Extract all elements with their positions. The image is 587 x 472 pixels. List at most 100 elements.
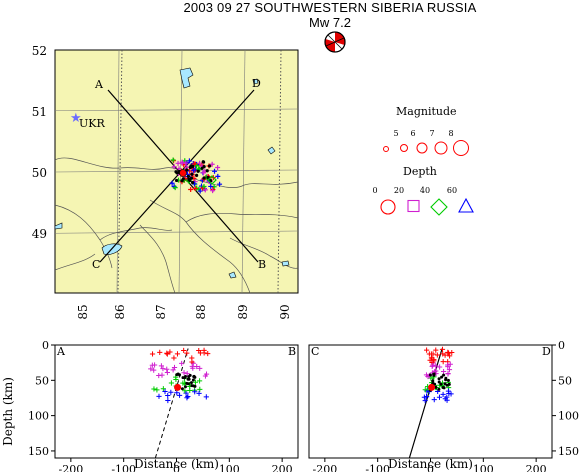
x-tick-label: 0: [427, 463, 434, 472]
legend-depth-triangle-icon: [458, 197, 474, 213]
section-event-dot: [189, 381, 193, 385]
section-event-mark: [182, 388, 188, 394]
map-event-mark: [217, 181, 223, 187]
section-event-mark: [203, 394, 209, 400]
section-event-dot: [445, 383, 449, 387]
section-event-mark: [151, 362, 158, 368]
section-event-mark: [430, 362, 436, 368]
section-event-mark: [192, 389, 198, 395]
section-event-mark: [164, 369, 171, 376]
section-event-mark: [437, 364, 443, 370]
legend-mag-circle-5: [383, 146, 389, 152]
section-event-mark: [440, 391, 446, 398]
profile-label-d: D: [252, 77, 261, 90]
map-event-dot: [202, 176, 206, 180]
map-event-mark: [175, 160, 181, 166]
section-event-mark: [151, 367, 157, 373]
x-tick-label: -200: [58, 463, 83, 472]
section-event-mark: [436, 394, 443, 400]
map-event-mark: [191, 167, 197, 173]
section-event-dot: [434, 385, 438, 389]
lon-tick-86: 86: [113, 304, 127, 319]
section-event-mark: [148, 366, 154, 372]
section-event-mark: [168, 380, 175, 386]
section-event-dot: [444, 378, 448, 382]
lat-tick-52: 52: [32, 44, 47, 58]
section-event-mark: [197, 386, 203, 392]
legend-mag-circle-6: [400, 144, 408, 152]
x-tick-label: 100: [473, 463, 494, 472]
section-event-mark: [196, 390, 202, 396]
legend-depth-diamond-icon: [430, 198, 448, 216]
section-event-dot: [437, 380, 441, 384]
section-event-mark: [439, 346, 446, 352]
section-event-mark: [151, 386, 157, 392]
section-event-mark: [445, 388, 452, 394]
section-event-mark: [164, 366, 170, 372]
legend-mag-7: 7: [429, 129, 434, 138]
map-event-mark: [215, 165, 221, 171]
legend-depth-circle-icon: [380, 199, 396, 215]
map-lon-axis: 85 86 87 88 89 90: [76, 304, 292, 319]
x-tick-label: -200: [312, 463, 337, 472]
section-event-mark: [180, 380, 186, 386]
y-tick-label: 0: [42, 339, 49, 352]
section-event-mark: [160, 386, 166, 392]
section-event-mark: [440, 351, 446, 357]
section-mainshock-icon: [174, 383, 182, 391]
legend-mag-5: 5: [393, 129, 398, 138]
legend-depth-40: 40: [420, 186, 430, 195]
section-event-dot: [447, 382, 451, 386]
map-event-dot: [189, 176, 194, 180]
map-event-mark: [208, 183, 214, 189]
map-event-dot: [188, 165, 192, 169]
map-event-dot: [201, 160, 206, 164]
map-event-mark: [212, 168, 218, 174]
map-event-dot: [207, 164, 212, 168]
map-event-mark: [186, 158, 192, 164]
section-event-mark: [149, 351, 156, 357]
section-event-dot: [441, 386, 445, 390]
section-event-dot: [440, 375, 444, 379]
section-event-dot: [183, 385, 187, 389]
map-lat-axis: 52 51 50 49: [32, 44, 47, 241]
section-event-mark: [171, 355, 177, 361]
legend-mag-6: 6: [410, 129, 415, 138]
page-title: 2003 09 27 SOUTHWESTERN SIBERIA RUSSIA: [183, 0, 477, 15]
section-event-mark: [426, 351, 432, 357]
section-event-mark: [423, 393, 430, 400]
y-tick-label: 100: [558, 410, 579, 423]
map-event-mark: [188, 186, 194, 192]
station-label: UKR: [79, 117, 105, 130]
section-event-dot: [443, 382, 447, 386]
section-event-dot: [177, 373, 181, 377]
legend-magnitude-values: 5 6 7 8: [393, 129, 453, 138]
section-event-dot: [437, 387, 441, 391]
map-event-mark: [192, 185, 198, 191]
section-event-mark: [192, 379, 199, 385]
section-event-mark: [445, 362, 451, 368]
legend-mag-circle-9: [453, 140, 469, 156]
map-event-dot: [205, 169, 209, 173]
section-event-mark: [205, 350, 211, 357]
lat-tick-50: 50: [32, 166, 47, 180]
section-event-mark: [168, 389, 174, 395]
section-event-mark: [154, 387, 160, 393]
map-event-dot: [196, 169, 200, 173]
map-panel: A B C D ★ UKR 52 51 50 49 85 86 87 88 89…: [32, 44, 299, 320]
y-tick-label: 50: [558, 374, 572, 387]
section-event-mark: [424, 347, 430, 353]
y-tick-label: 50: [35, 374, 49, 387]
map-event-mark: [202, 187, 208, 193]
x-tick-label: 200: [526, 463, 547, 472]
legend-depth-values: 0 20 40 60: [372, 186, 457, 195]
section-event-mark: [165, 392, 171, 399]
map-event-dot: [195, 173, 199, 177]
map-event-mark: [171, 164, 177, 170]
section-event-dot: [428, 373, 432, 377]
lon-tick-85: 85: [76, 304, 90, 319]
section-event-mark: [156, 393, 162, 399]
section-event-mark: [433, 347, 439, 353]
